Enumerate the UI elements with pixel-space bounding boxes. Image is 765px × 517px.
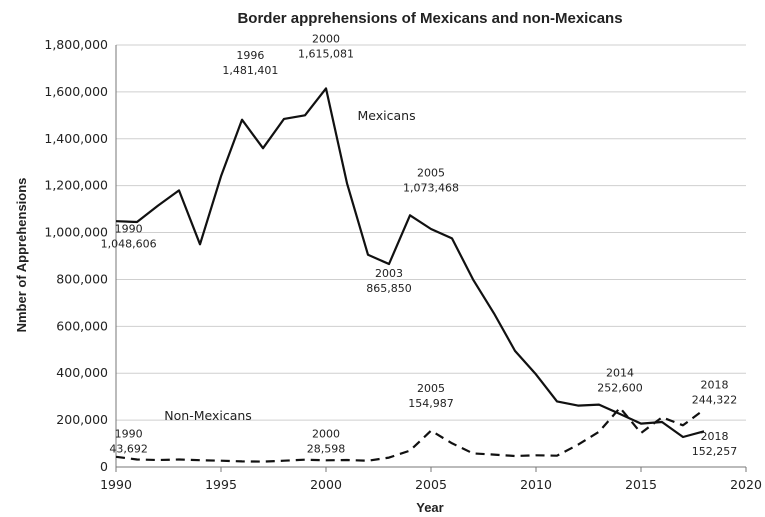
y-tick-label: 1,000,000	[44, 225, 108, 240]
annotation-value: 43,692	[109, 443, 148, 456]
annotation-year: 1990	[115, 428, 143, 441]
x-tick-label: 2015	[625, 477, 657, 492]
x-tick-label: 1995	[205, 477, 237, 492]
y-tick-label: 400,000	[56, 365, 108, 380]
data-annotation: 2018 244,322	[692, 378, 738, 406]
y-tick-label: 1,200,000	[44, 178, 108, 193]
x-axis-ticks: 1990 1995 2000 2005 2010 2015 2020	[100, 467, 762, 492]
y-tick-label: 600,000	[56, 318, 108, 333]
y-tick-label: 1,800,000	[44, 37, 108, 52]
y-axis-ticks: 0 200,000 400,000 600,000 800,000 1,000,000 1,…	[44, 37, 108, 474]
data-annotation: 2000 28,598	[307, 428, 346, 456]
annotation-year: 2005	[417, 166, 445, 179]
x-tick-label: 2000	[310, 477, 342, 492]
annotation-year: 2018	[701, 378, 729, 391]
annotation-year: 1990	[115, 223, 143, 236]
data-annotation: 1990 1,048,606	[101, 223, 157, 251]
data-annotation: 2000 1,615,081	[298, 33, 354, 61]
y-tick-label: 200,000	[56, 412, 108, 427]
annotation-year: 2000	[312, 33, 340, 46]
series-lines	[115, 87, 705, 463]
annotation-year: 2003	[375, 267, 403, 280]
annotation-value: 1,073,468	[403, 181, 459, 194]
y-tick-label: 1,600,000	[44, 84, 108, 99]
annotation-year: 2018	[701, 430, 729, 443]
x-tick-label: 2005	[415, 477, 447, 492]
x-tick-label: 1990	[100, 477, 132, 492]
annotation-value: 252,600	[597, 382, 643, 395]
y-tick-label: 0	[100, 459, 108, 474]
annotation-value: 1,615,081	[298, 48, 354, 61]
annotation-value: 28,598	[307, 443, 346, 456]
annotation-value: 1,048,606	[101, 238, 157, 251]
annotation-year: 2005	[417, 382, 445, 395]
data-annotation: 2014 252,600	[597, 367, 643, 395]
annotation-year: 2000	[312, 428, 340, 441]
series-label: Mexicans	[358, 108, 416, 123]
x-axis-title: Year	[416, 500, 443, 515]
data-annotations: 19901,048,60619961,481,40120001,615,0812…	[101, 33, 738, 458]
annotation-value: 865,850	[366, 282, 412, 295]
data-annotation: 1996 1,481,401	[222, 49, 278, 77]
annotation-value: 1,481,401	[222, 64, 278, 77]
annotation-value: 154,987	[408, 397, 454, 410]
annotation-year: 2014	[606, 367, 634, 380]
series-line-mexicans	[115, 87, 705, 439]
data-annotation: 2005 154,987	[408, 382, 454, 410]
series-line-non-mexicans	[115, 406, 705, 463]
x-tick-label: 2020	[730, 477, 762, 492]
data-annotation: 2018 152,257	[692, 430, 738, 458]
data-annotation: 1990 43,692	[109, 428, 148, 456]
series-label: Non-Mexicans	[164, 408, 252, 423]
annotation-value: 244,322	[692, 393, 738, 406]
y-tick-label: 1,400,000	[44, 131, 108, 146]
data-annotation: 2005 1,073,468	[403, 166, 459, 194]
x-tick-label: 2010	[520, 477, 552, 492]
series-labels: Mexicans Non-Mexicans	[164, 108, 415, 423]
annotation-year: 1996	[236, 49, 264, 62]
chart-title: Border apprehensions of Mexicans and non…	[237, 10, 622, 27]
annotation-value: 152,257	[692, 445, 738, 458]
data-annotation: 2003 865,850	[366, 267, 412, 295]
y-tick-label: 800,000	[56, 271, 108, 286]
gridlines	[116, 44, 746, 421]
y-axis-title: Nmber of Apprehensions	[14, 178, 29, 333]
